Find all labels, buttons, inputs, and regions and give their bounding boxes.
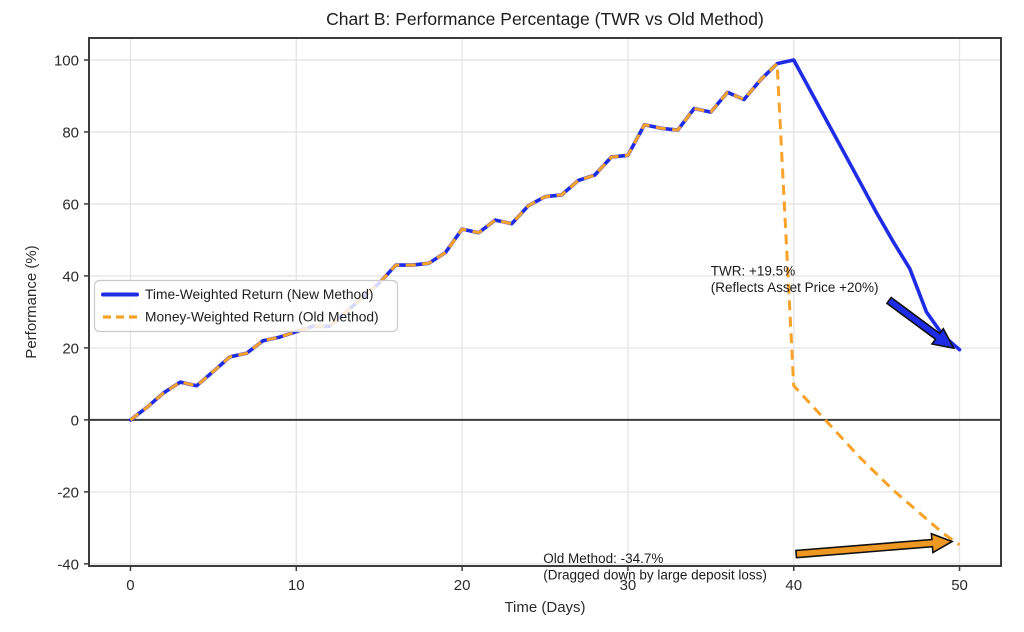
x-axis-label: Time (Days) <box>504 599 585 616</box>
x-tick-label: 20 <box>454 577 471 594</box>
legend-label-twr: Time-Weighted Return (New Method) <box>145 287 374 302</box>
chart-title: Chart B: Performance Percentage (TWR vs … <box>326 9 764 29</box>
twr-arrow <box>885 296 956 350</box>
twr-annotation-line-2: (Reflects Asset Price +20%) <box>711 280 879 295</box>
y-tick-label: -20 <box>57 484 79 501</box>
gridlines-group <box>89 38 1001 566</box>
y-tick-label: 0 <box>71 412 79 429</box>
y-tick-label: 40 <box>62 268 79 285</box>
x-tick-label: 10 <box>288 577 305 594</box>
y-tick-label: -40 <box>57 556 79 573</box>
x-tick-label: 50 <box>951 577 968 594</box>
twr-annotation-line-1: TWR: +19.5% <box>711 263 795 278</box>
annotations-group: TWR: +19.5% (Reflects Asset Price +20%) Ol… <box>543 263 956 582</box>
legend: Time-Weighted Return (New Method) Money-… <box>93 279 399 333</box>
legend-box <box>93 279 399 333</box>
plot-border <box>88 37 1002 567</box>
old-method-arrow <box>795 532 954 559</box>
legend-label-mwr: Money-Weighted Return (Old Method) <box>145 310 379 325</box>
old-method-annotation-line-2: (Dragged down by large deposit loss) <box>543 567 767 582</box>
y-tick-label: 80 <box>62 124 79 141</box>
axis-ticks-group: 0 10 20 30 40 50 -40 -20 0 20 40 60 80 100 <box>54 52 968 594</box>
series-line-1 <box>129 62 961 547</box>
series-group <box>128 58 962 547</box>
y-tick-label: 60 <box>62 196 79 213</box>
y-axis-label: Performance (%) <box>23 245 40 358</box>
y-tick-label: 20 <box>62 340 79 357</box>
x-tick-label: 30 <box>620 577 637 594</box>
old-method-annotation-line-1: Old Method: -34.7% <box>543 551 663 566</box>
y-tick-label: 100 <box>54 52 79 69</box>
series-line-0 <box>128 58 962 422</box>
x-tick-label: 0 <box>126 577 134 594</box>
x-tick-label: 40 <box>785 577 802 594</box>
